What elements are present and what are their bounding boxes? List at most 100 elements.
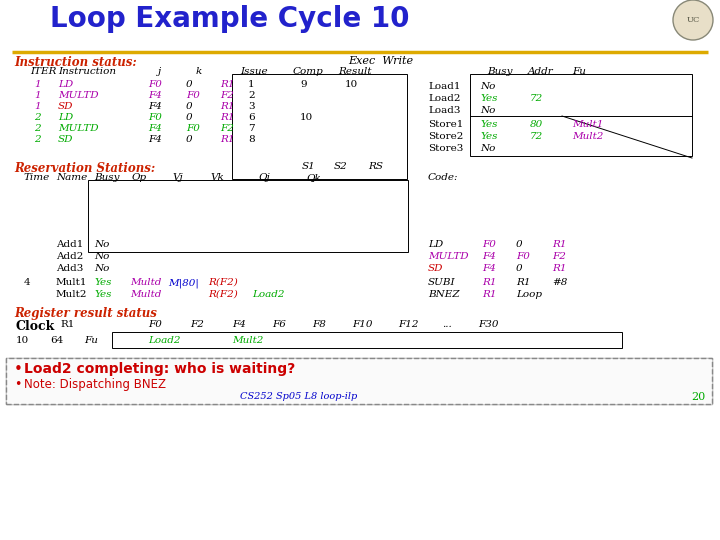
Text: R1: R1 [552, 240, 567, 249]
Text: 4: 4 [24, 278, 31, 287]
Text: Mult2: Mult2 [572, 132, 603, 141]
Text: 3: 3 [248, 102, 255, 111]
Text: 20: 20 [692, 392, 706, 402]
Text: Code:: Code: [428, 173, 459, 182]
Text: Loop: Loop [516, 290, 542, 299]
Text: F0: F0 [186, 124, 200, 133]
Text: 1: 1 [34, 102, 40, 111]
Text: 10: 10 [16, 336, 30, 345]
Text: F4: F4 [148, 135, 162, 144]
Text: 10: 10 [300, 113, 313, 122]
Text: j: j [158, 67, 161, 76]
Text: F4: F4 [148, 102, 162, 111]
Text: Yes: Yes [94, 290, 112, 299]
Text: Issue: Issue [240, 67, 268, 76]
Text: #8: #8 [552, 278, 567, 287]
Text: Op: Op [132, 173, 147, 182]
Bar [6, 358, 712, 404]
Text: 2: 2 [34, 124, 40, 133]
Text: Add1: Add1 [56, 240, 84, 249]
Text: F0: F0 [148, 320, 162, 329]
Text: F4: F4 [148, 91, 162, 100]
Text: Store3: Store3 [428, 144, 464, 153]
Text: LD: LD [428, 240, 444, 249]
Text: MULTD: MULTD [58, 91, 99, 100]
Text: 2: 2 [248, 91, 255, 100]
Text: R1: R1 [220, 113, 235, 122]
Text: BNEZ: BNEZ [428, 290, 459, 299]
Text: 9: 9 [300, 80, 307, 89]
Text: Load1: Load1 [428, 82, 461, 91]
Text: R1: R1 [220, 102, 235, 111]
Text: CS252 Sp05 L8 loop-ilp: CS252 Sp05 L8 loop-ilp [240, 392, 357, 401]
Text: Comp: Comp [293, 67, 324, 76]
Text: No: No [94, 264, 109, 273]
Text: Fu: Fu [84, 336, 98, 345]
Text: R1: R1 [220, 135, 235, 144]
Text: Vj: Vj [172, 173, 183, 182]
Text: F30: F30 [478, 320, 498, 329]
Text: Store1: Store1 [428, 120, 464, 129]
Text: Vk: Vk [210, 173, 224, 182]
Text: Register result status: Register result status [14, 307, 157, 320]
Text: F0: F0 [148, 113, 162, 122]
Text: Mult1: Mult1 [572, 120, 603, 129]
Text: 10: 10 [345, 80, 359, 89]
Text: R1: R1 [482, 290, 497, 299]
Text: Qk: Qk [306, 173, 320, 182]
Text: Yes: Yes [480, 132, 498, 141]
Text: 1: 1 [248, 80, 255, 89]
Text: Busy: Busy [487, 67, 513, 76]
Text: 72: 72 [530, 94, 544, 103]
Text: F2: F2 [552, 252, 566, 261]
Text: Mult2: Mult2 [56, 290, 88, 299]
Text: •: • [14, 362, 23, 377]
Circle shape [673, 0, 713, 40]
Text: F4: F4 [482, 264, 496, 273]
Text: Multd: Multd [130, 278, 161, 287]
Text: Clock: Clock [16, 320, 55, 333]
Text: LD: LD [58, 80, 73, 89]
Text: 2: 2 [34, 113, 40, 122]
Text: ITER: ITER [30, 67, 56, 76]
Text: Mult2: Mult2 [232, 336, 264, 345]
Text: Instruction: Instruction [58, 67, 116, 76]
Text: Add2: Add2 [56, 252, 84, 261]
Bar [470, 74, 692, 156]
Text: SUBI: SUBI [428, 278, 456, 287]
Text: 2: 2 [34, 135, 40, 144]
Text: •: • [14, 378, 22, 391]
Text: Store2: Store2 [428, 132, 464, 141]
Text: RS: RS [368, 162, 383, 171]
Text: Load2 completing: who is waiting?: Load2 completing: who is waiting? [24, 362, 295, 376]
Text: Add3: Add3 [56, 264, 84, 273]
Text: Time: Time [24, 173, 50, 182]
Text: No: No [94, 252, 109, 261]
Text: F0: F0 [148, 80, 162, 89]
Text: 64: 64 [50, 336, 63, 345]
Text: Yes: Yes [480, 120, 498, 129]
Text: F0: F0 [482, 240, 496, 249]
Text: No: No [480, 144, 495, 153]
Text: F4: F4 [232, 320, 246, 329]
Text: SD: SD [58, 102, 73, 111]
Text: Load3: Load3 [428, 106, 461, 115]
Text: Fu: Fu [572, 67, 586, 76]
Text: ...: ... [442, 320, 451, 329]
Text: Busy: Busy [94, 173, 120, 182]
Text: R1: R1 [482, 278, 497, 287]
Text: 0: 0 [186, 102, 193, 111]
Text: 6: 6 [248, 113, 255, 122]
Text: SD: SD [428, 264, 444, 273]
Text: Addr: Addr [528, 67, 554, 76]
Text: M|80|: M|80| [168, 278, 199, 287]
Text: R1: R1 [60, 320, 74, 329]
Text: 0: 0 [186, 113, 193, 122]
Text: Exec  Write: Exec Write [348, 56, 413, 66]
Text: MULTD: MULTD [58, 124, 99, 133]
Text: F0: F0 [186, 91, 200, 100]
Text: F10: F10 [352, 320, 372, 329]
Text: F2: F2 [220, 91, 234, 100]
Text: No: No [480, 106, 495, 115]
Text: Multd: Multd [130, 290, 161, 299]
